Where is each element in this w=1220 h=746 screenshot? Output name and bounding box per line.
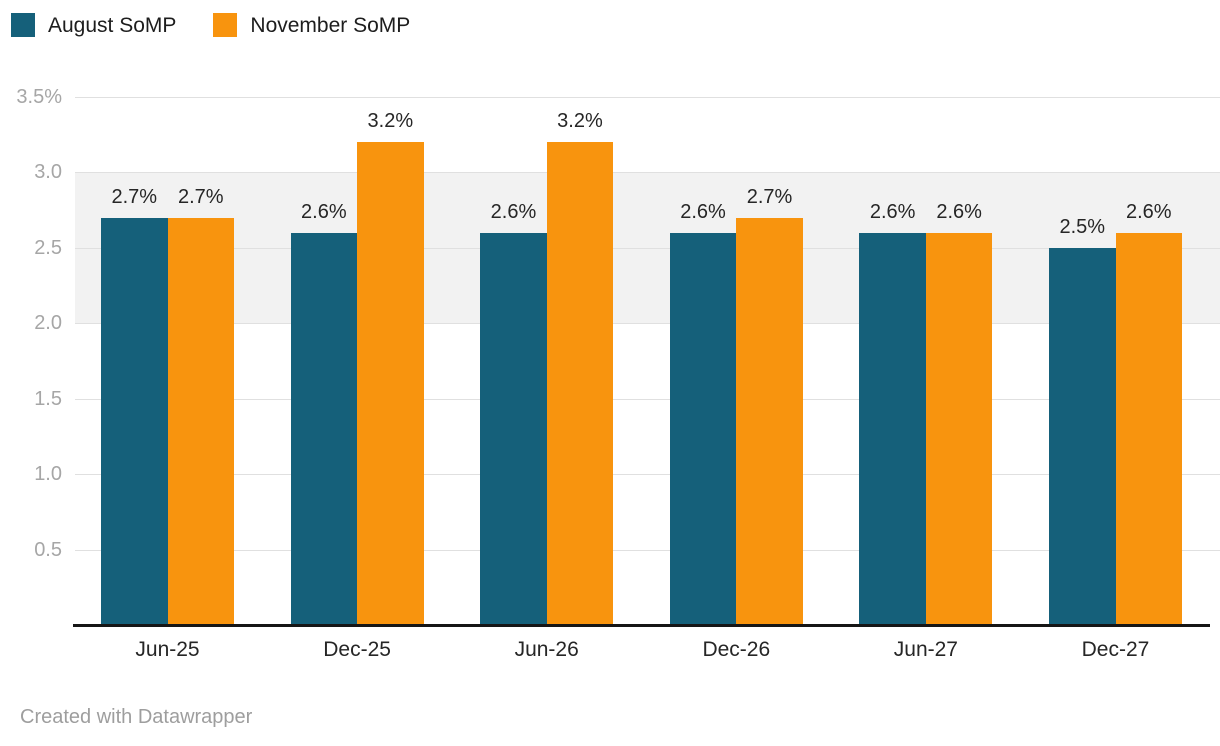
bar-august-somp <box>290 232 358 625</box>
grid-line <box>75 474 1220 476</box>
x-axis-label: Jun-25 <box>135 638 200 661</box>
x-axis-label: Jun-27 <box>893 638 958 661</box>
x-axis-label: Dec-26 <box>702 638 771 661</box>
legend-label: August SoMP <box>48 13 177 37</box>
november-somp-swatch-icon <box>213 13 238 37</box>
y-tick-label: 2.0 <box>34 312 62 335</box>
bar-november-somp <box>546 142 614 625</box>
datawrapper-credit-link[interactable]: Created with Datawrapper <box>20 706 253 728</box>
y-tick-label: 1.5 <box>34 387 62 410</box>
bar-value-label: 2.6% <box>680 200 726 223</box>
x-axis-label: Jun-26 <box>514 638 579 661</box>
grid-line <box>75 96 1220 98</box>
bar-value-label: 2.7% <box>177 185 224 208</box>
grid-line <box>75 549 1220 551</box>
bar-august-somp <box>101 217 168 625</box>
bar-value-label: 2.6% <box>1125 200 1172 223</box>
bar-august-somp <box>1049 247 1116 625</box>
bar-november-somp <box>357 142 424 625</box>
august-somp-swatch-icon <box>11 13 35 37</box>
bar-value-label: 2.5% <box>1059 215 1106 238</box>
bar-november-somp <box>736 217 803 625</box>
axis-baseline <box>73 624 1210 627</box>
y-tick-label: 3.0 <box>34 161 62 184</box>
grid-line <box>75 247 1220 249</box>
chart-legend: August SoMP November SoMP <box>11 13 410 37</box>
legend-item-november-somp: November SoMP <box>213 13 410 37</box>
bar-value-label: 2.6% <box>869 200 916 223</box>
bar-value-label: 3.2% <box>557 110 603 133</box>
bar-november-somp <box>167 217 234 625</box>
x-axis-label: Dec-25 <box>323 638 391 661</box>
grid-line <box>75 398 1220 400</box>
y-tick-label: 1.0 <box>34 463 62 486</box>
y-tick-label: 3.5% <box>16 85 62 108</box>
bar-value-label: 2.6% <box>301 200 347 223</box>
y-tick-label: 0.5 <box>34 538 62 561</box>
target-band <box>75 172 1220 324</box>
x-axis-label: Dec-27 <box>1081 638 1150 661</box>
grid-line <box>75 323 1220 325</box>
bar-value-label: 2.6% <box>490 200 537 223</box>
bar-august-somp <box>669 232 737 625</box>
bar-value-label: 3.2% <box>367 110 414 133</box>
y-tick-label: 2.5 <box>34 236 62 259</box>
bar-november-somp <box>925 232 993 625</box>
bar-value-label: 2.7% <box>111 185 158 208</box>
grid-line <box>75 172 1220 174</box>
bar-november-somp <box>1115 232 1182 625</box>
bar-august-somp <box>859 232 926 625</box>
legend-label: November SoMP <box>250 13 411 37</box>
bar-august-somp <box>480 232 547 625</box>
legend-item-august-somp: August SoMP <box>11 13 176 37</box>
bar-value-label: 2.7% <box>746 185 793 208</box>
bar-value-label: 2.6% <box>936 200 982 223</box>
